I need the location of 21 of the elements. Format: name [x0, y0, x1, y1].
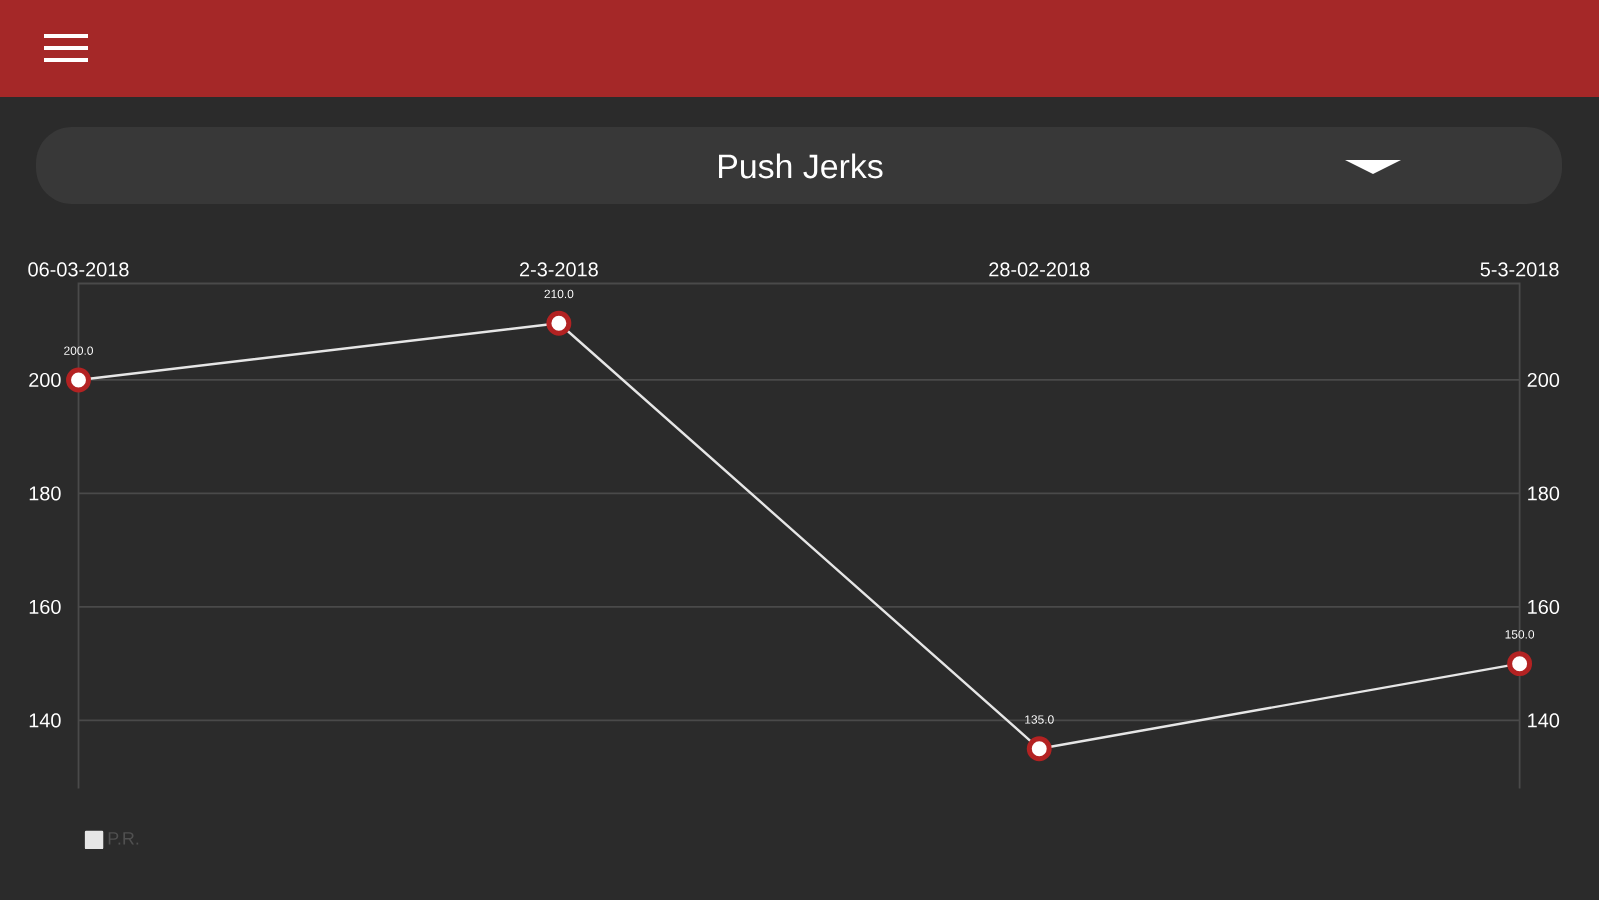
y-tick-label: 180: [29, 486, 61, 501]
x-tick-label: 06-03-2018: [28, 262, 129, 277]
point: [66, 367, 91, 393]
point: [1026, 736, 1052, 762]
point: [1507, 651, 1533, 677]
y-tick-label: 200: [29, 372, 61, 388]
x-tick-label: 2-3-2018: [519, 262, 598, 277]
text: 150.0: [1505, 630, 1535, 639]
y-tick-label: 140: [29, 713, 61, 728]
y-tick-label: 160: [29, 599, 61, 614]
x-tick-label: 28-02-2018: [989, 262, 1090, 277]
y2-tick-label: 160: [1528, 599, 1560, 614]
y2-tick-label: 180: [1528, 486, 1560, 501]
chart-title: Push Jerks: [719, 153, 883, 179]
text: 200.0: [64, 346, 93, 355]
y2-tick-label: 200: [1527, 372, 1560, 388]
y2-tick-label: 140: [1528, 713, 1560, 728]
x-tick-label: 5-3-2018: [1480, 262, 1559, 277]
text: 135.0: [1025, 715, 1054, 724]
point: [546, 310, 572, 336]
text: 210.0: [544, 289, 574, 299]
